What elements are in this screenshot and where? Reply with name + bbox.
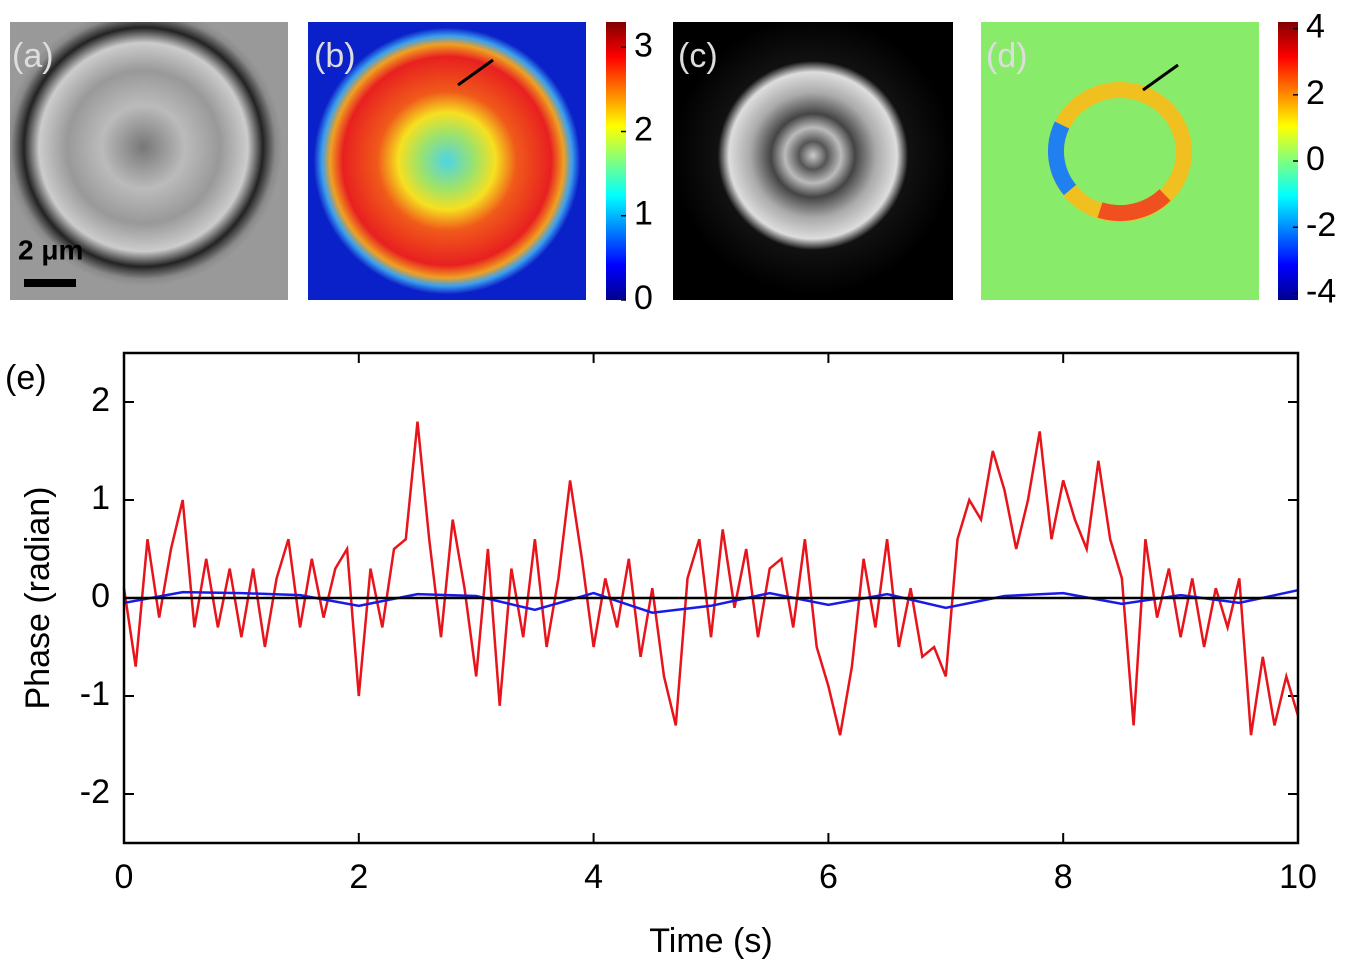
y-tick-label: 2: [91, 381, 110, 419]
colorbar-tick-label: 4: [1306, 8, 1325, 46]
image-a: [10, 22, 288, 300]
data-line: [122, 421, 1300, 736]
y-tick-label: 0: [91, 577, 110, 615]
colorbar: [1278, 22, 1298, 300]
colorbar-tick-label: 3: [634, 26, 653, 64]
colorbar: [606, 22, 626, 300]
x-tick-label: 4: [584, 858, 603, 896]
panel-label: (a): [12, 37, 54, 75]
ring-part: [1048, 121, 1077, 196]
colorbar-tick-label: 2: [634, 110, 653, 148]
colorbar-tick-label: 2: [1306, 74, 1325, 112]
y-tick-label: 1: [91, 479, 110, 517]
panel-label: (e): [5, 359, 47, 397]
colorbar-tick-label: -2: [1306, 206, 1336, 244]
arrow: [457, 58, 494, 87]
colorbar-tick-label: 0: [1306, 140, 1325, 178]
y-tick-label: -2: [80, 773, 110, 811]
y-axis-title: Phase (radian): [19, 486, 57, 709]
x-tick-label: 6: [819, 858, 838, 896]
colorbar-tick-label: 0: [634, 279, 653, 317]
x-axis-title: Time (s): [649, 922, 772, 960]
y-tick-label: -1: [80, 675, 110, 713]
scale-label: 2 μm: [18, 234, 83, 265]
x-tick-label: 0: [115, 858, 134, 896]
image-c: [673, 22, 953, 300]
arrow: [1142, 63, 1179, 92]
x-tick-label: 8: [1054, 858, 1073, 896]
scale-bar: [24, 279, 76, 287]
plot-frame: [122, 351, 1300, 845]
x-tick-label: 2: [349, 858, 368, 896]
image-d: [981, 22, 1259, 300]
colorbar-tick-label: 1: [634, 195, 653, 233]
panel-label: (b): [314, 37, 356, 75]
colorbar-tick-label: -4: [1306, 272, 1336, 310]
panel-label: (c): [678, 37, 718, 75]
x-tick-label: 10: [1279, 858, 1317, 896]
image-b: [308, 22, 586, 300]
ring-part: [1097, 189, 1171, 222]
panel-label: (d): [986, 37, 1028, 75]
